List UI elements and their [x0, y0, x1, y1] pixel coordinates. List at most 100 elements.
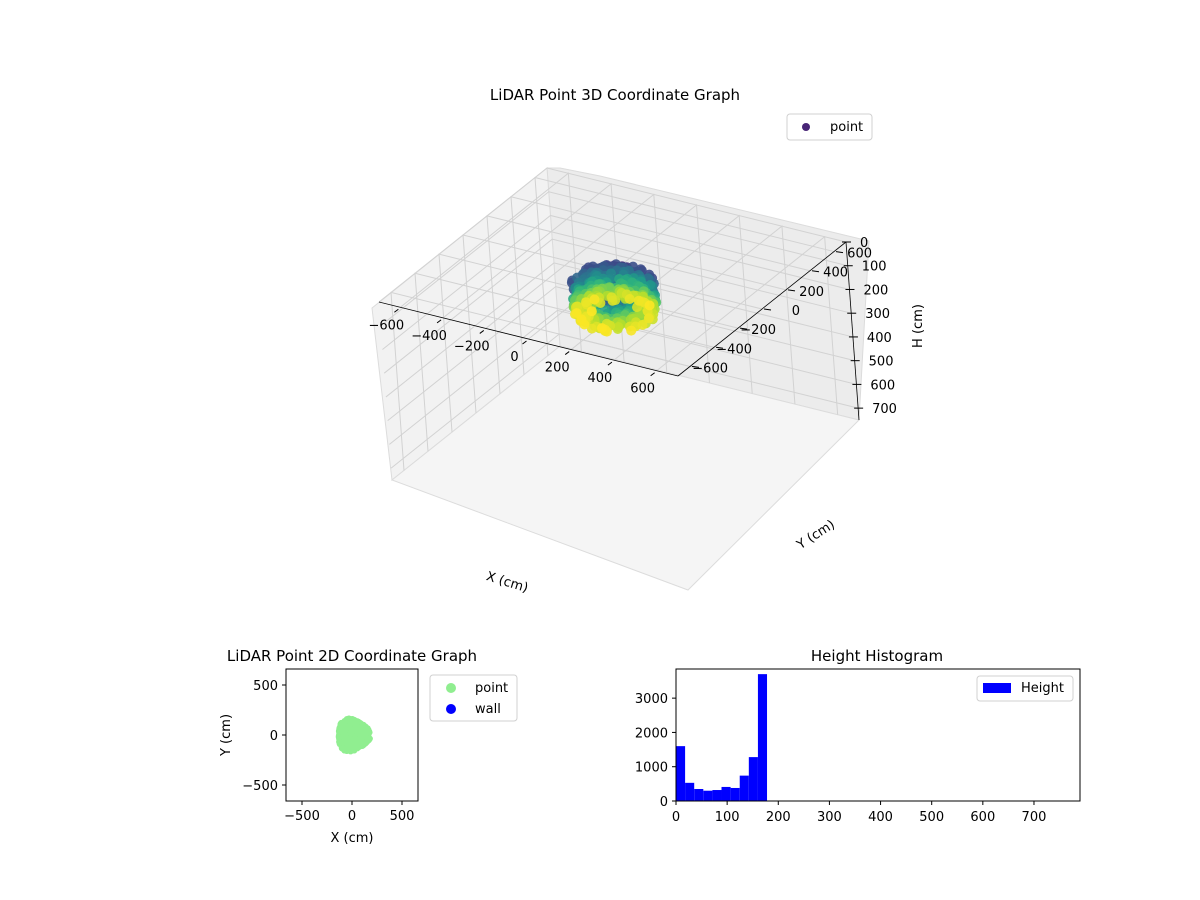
histogram-bar [730, 787, 740, 801]
histogram-frame [675, 668, 1081, 802]
y-tick-3d [811, 270, 820, 273]
point-2d [351, 741, 359, 748]
legend-3d: point [786, 113, 873, 141]
legend-2d-wall-marker [446, 704, 456, 714]
x-tick-label-3d: −600 [368, 318, 404, 333]
x-tick-label-3d: 600 [630, 382, 655, 397]
histogram-bar [685, 782, 695, 801]
point-3d [581, 297, 591, 308]
histogram-ticks: 0 100 200 300 400 500 600 700 0 1000 2000 3000 [635, 692, 1046, 825]
x-tick-3d [436, 319, 442, 324]
x-tick-label-hist: 400 [868, 810, 893, 825]
point-3d [644, 300, 655, 311]
point-2d [350, 717, 357, 724]
y-tick-label-3d: 200 [799, 285, 824, 300]
y-tick-label-2d: −500 [242, 779, 278, 794]
point-3d [624, 294, 635, 304]
point-2d [340, 745, 347, 752]
legend-3d-marker [802, 123, 810, 131]
z-tick-label-3d: 700 [872, 402, 897, 417]
y-tick-label-3d: 0 [792, 304, 800, 319]
x-axis-line-3d [378, 301, 679, 377]
grid-line-z [382, 214, 850, 350]
histogram-bar [748, 757, 758, 801]
histogram-bar [721, 786, 731, 801]
y-tick-label-3d: −600 [692, 361, 728, 376]
histogram-bar [739, 775, 749, 801]
z-tick-label-3d: 600 [870, 378, 895, 393]
point-cloud-3d [566, 259, 662, 337]
grid-line-z [378, 167, 847, 303]
y-tick-label-3d: −400 [716, 342, 752, 357]
point-2d [361, 726, 368, 733]
point-3d [586, 323, 597, 334]
x-tick-3d [479, 330, 485, 334]
y-tick-3d [763, 308, 772, 311]
x-tick-label-3d: 0 [510, 350, 518, 365]
legend-histogram-swatch [983, 683, 1011, 693]
plot-2d: LiDAR Point 2D Coordinate Graph −500 0 500… [219, 647, 518, 846]
x-tick-label-hist: 0 [672, 810, 680, 825]
y-tick-label-hist: 2000 [635, 726, 668, 741]
point-2d [342, 731, 349, 738]
axes-3d: −600 −400 −200 0 200 400 600 −600 −400 −200 0 200 40… [368, 236, 897, 421]
ticks-2d: −500 0 500 −500 0 500 [242, 679, 414, 824]
histogram-bars [676, 674, 768, 801]
y-tick-label-2d: 0 [270, 729, 278, 744]
z-axis-label-3d: H (cm) [911, 304, 926, 348]
point-3d [637, 319, 648, 330]
legend-histogram-label: Height [1021, 681, 1064, 696]
grid-line-z [389, 309, 857, 445]
grid-line-z [390, 333, 859, 469]
x-axis-label-2d: X (cm) [331, 831, 374, 846]
legend-3d-label: point [830, 120, 863, 135]
point-2d [364, 735, 372, 742]
y-axis-label-2d: Y (cm) [219, 714, 234, 757]
point-3d [606, 292, 617, 303]
point-2d [344, 742, 352, 749]
x-tick-label-3d: 200 [545, 361, 570, 376]
point-2d [349, 746, 356, 753]
z-tick-label-3d: 500 [869, 355, 894, 370]
z-tick-label-3d: 0 [860, 236, 868, 251]
histogram-bar [757, 674, 768, 801]
plot-histogram: Height Histogram 0 100 200 300 400 500 600 7000… [635, 647, 1081, 825]
x-tick-label-2d: 0 [348, 809, 356, 824]
y-tick-3d [715, 346, 724, 349]
x-tick-label-3d: 400 [588, 371, 613, 386]
z-axis-line-3d [845, 241, 860, 421]
plot-2d-title: LiDAR Point 2D Coordinate Graph [227, 647, 477, 665]
point-3d [612, 324, 623, 334]
y-tick-3d [787, 289, 796, 292]
point-3d [589, 294, 600, 305]
grid-line-z [387, 286, 855, 422]
y-tick-label-hist: 1000 [635, 761, 668, 776]
legend-histogram: Height [976, 675, 1074, 702]
y-tick-label-2d: 500 [253, 679, 278, 694]
point-2d [341, 718, 348, 725]
y-tick-3d [739, 327, 748, 330]
point-2d [348, 728, 355, 735]
legend-2d-point-marker [446, 683, 456, 693]
grid-line-z [380, 191, 848, 327]
x-tick-label-hist: 700 [1022, 810, 1047, 825]
grid-line-z [385, 262, 854, 398]
y-tick-label-hist: 0 [660, 795, 668, 810]
y-tick-label-3d: 400 [823, 266, 848, 281]
plot-3d: LiDAR Point 3D Coordinate Graph −600 −400… [368, 86, 926, 596]
y-tick-label-3d: 600 [847, 247, 872, 262]
x-tick-label-hist: 500 [919, 810, 944, 825]
x-tick-label-3d: −400 [411, 329, 447, 344]
point-3d [579, 319, 590, 330]
x-tick-3d [394, 308, 399, 313]
legend-histogram-frame [976, 675, 1074, 702]
legend-2d-wall-label: wall [475, 702, 501, 717]
legend-2d-point-label: point [475, 681, 508, 696]
x-tick-3d [522, 340, 527, 345]
histogram-title: Height Histogram [811, 647, 943, 665]
point-2d [335, 734, 343, 741]
x-tick-label-hist: 300 [817, 810, 842, 825]
x-tick-label-hist: 200 [766, 810, 791, 825]
scatter-2d-points [335, 715, 373, 755]
